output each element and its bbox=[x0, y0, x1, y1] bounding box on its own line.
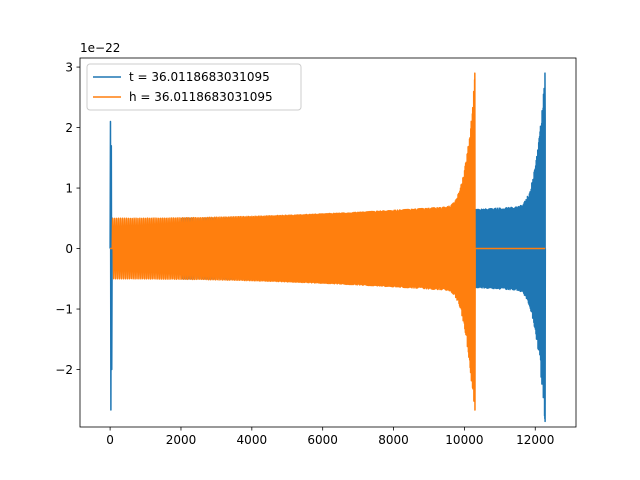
y-offset-label: 1e−22 bbox=[80, 41, 120, 55]
x-tick-label: 6000 bbox=[307, 433, 338, 447]
x-axis: 0 2000 4000 6000 8000 10000 12000 bbox=[106, 427, 554, 447]
series-layer bbox=[109, 72, 547, 423]
legend-box bbox=[86, 63, 302, 111]
x-tick-label: 10000 bbox=[445, 433, 483, 447]
axes-frame bbox=[79, 57, 577, 428]
y-tick-label: 1 bbox=[65, 182, 73, 196]
legend-label-h: h = 36.0118683031095 bbox=[129, 90, 273, 104]
series-line-h bbox=[110, 72, 546, 411]
plot-area bbox=[79, 57, 577, 428]
y-tick-label: 2 bbox=[65, 121, 73, 135]
legend-label-t: t = 36.0118683031095 bbox=[129, 70, 270, 84]
x-tick-label: 12000 bbox=[516, 433, 554, 447]
x-tick-label: 8000 bbox=[378, 433, 409, 447]
legend: t = 36.0118683031095 h = 36.011868303109… bbox=[86, 63, 302, 111]
y-tick-label: 0 bbox=[65, 242, 73, 256]
x-tick-label: 0 bbox=[106, 433, 114, 447]
y-tick-label: −2 bbox=[55, 363, 73, 377]
x-tick-label: 2000 bbox=[166, 433, 197, 447]
x-tick-label: 4000 bbox=[237, 433, 268, 447]
y-tick-label: 3 bbox=[65, 61, 73, 75]
y-tick-label: −1 bbox=[55, 303, 73, 317]
y-axis: −2 −1 0 1 2 3 bbox=[55, 61, 80, 377]
